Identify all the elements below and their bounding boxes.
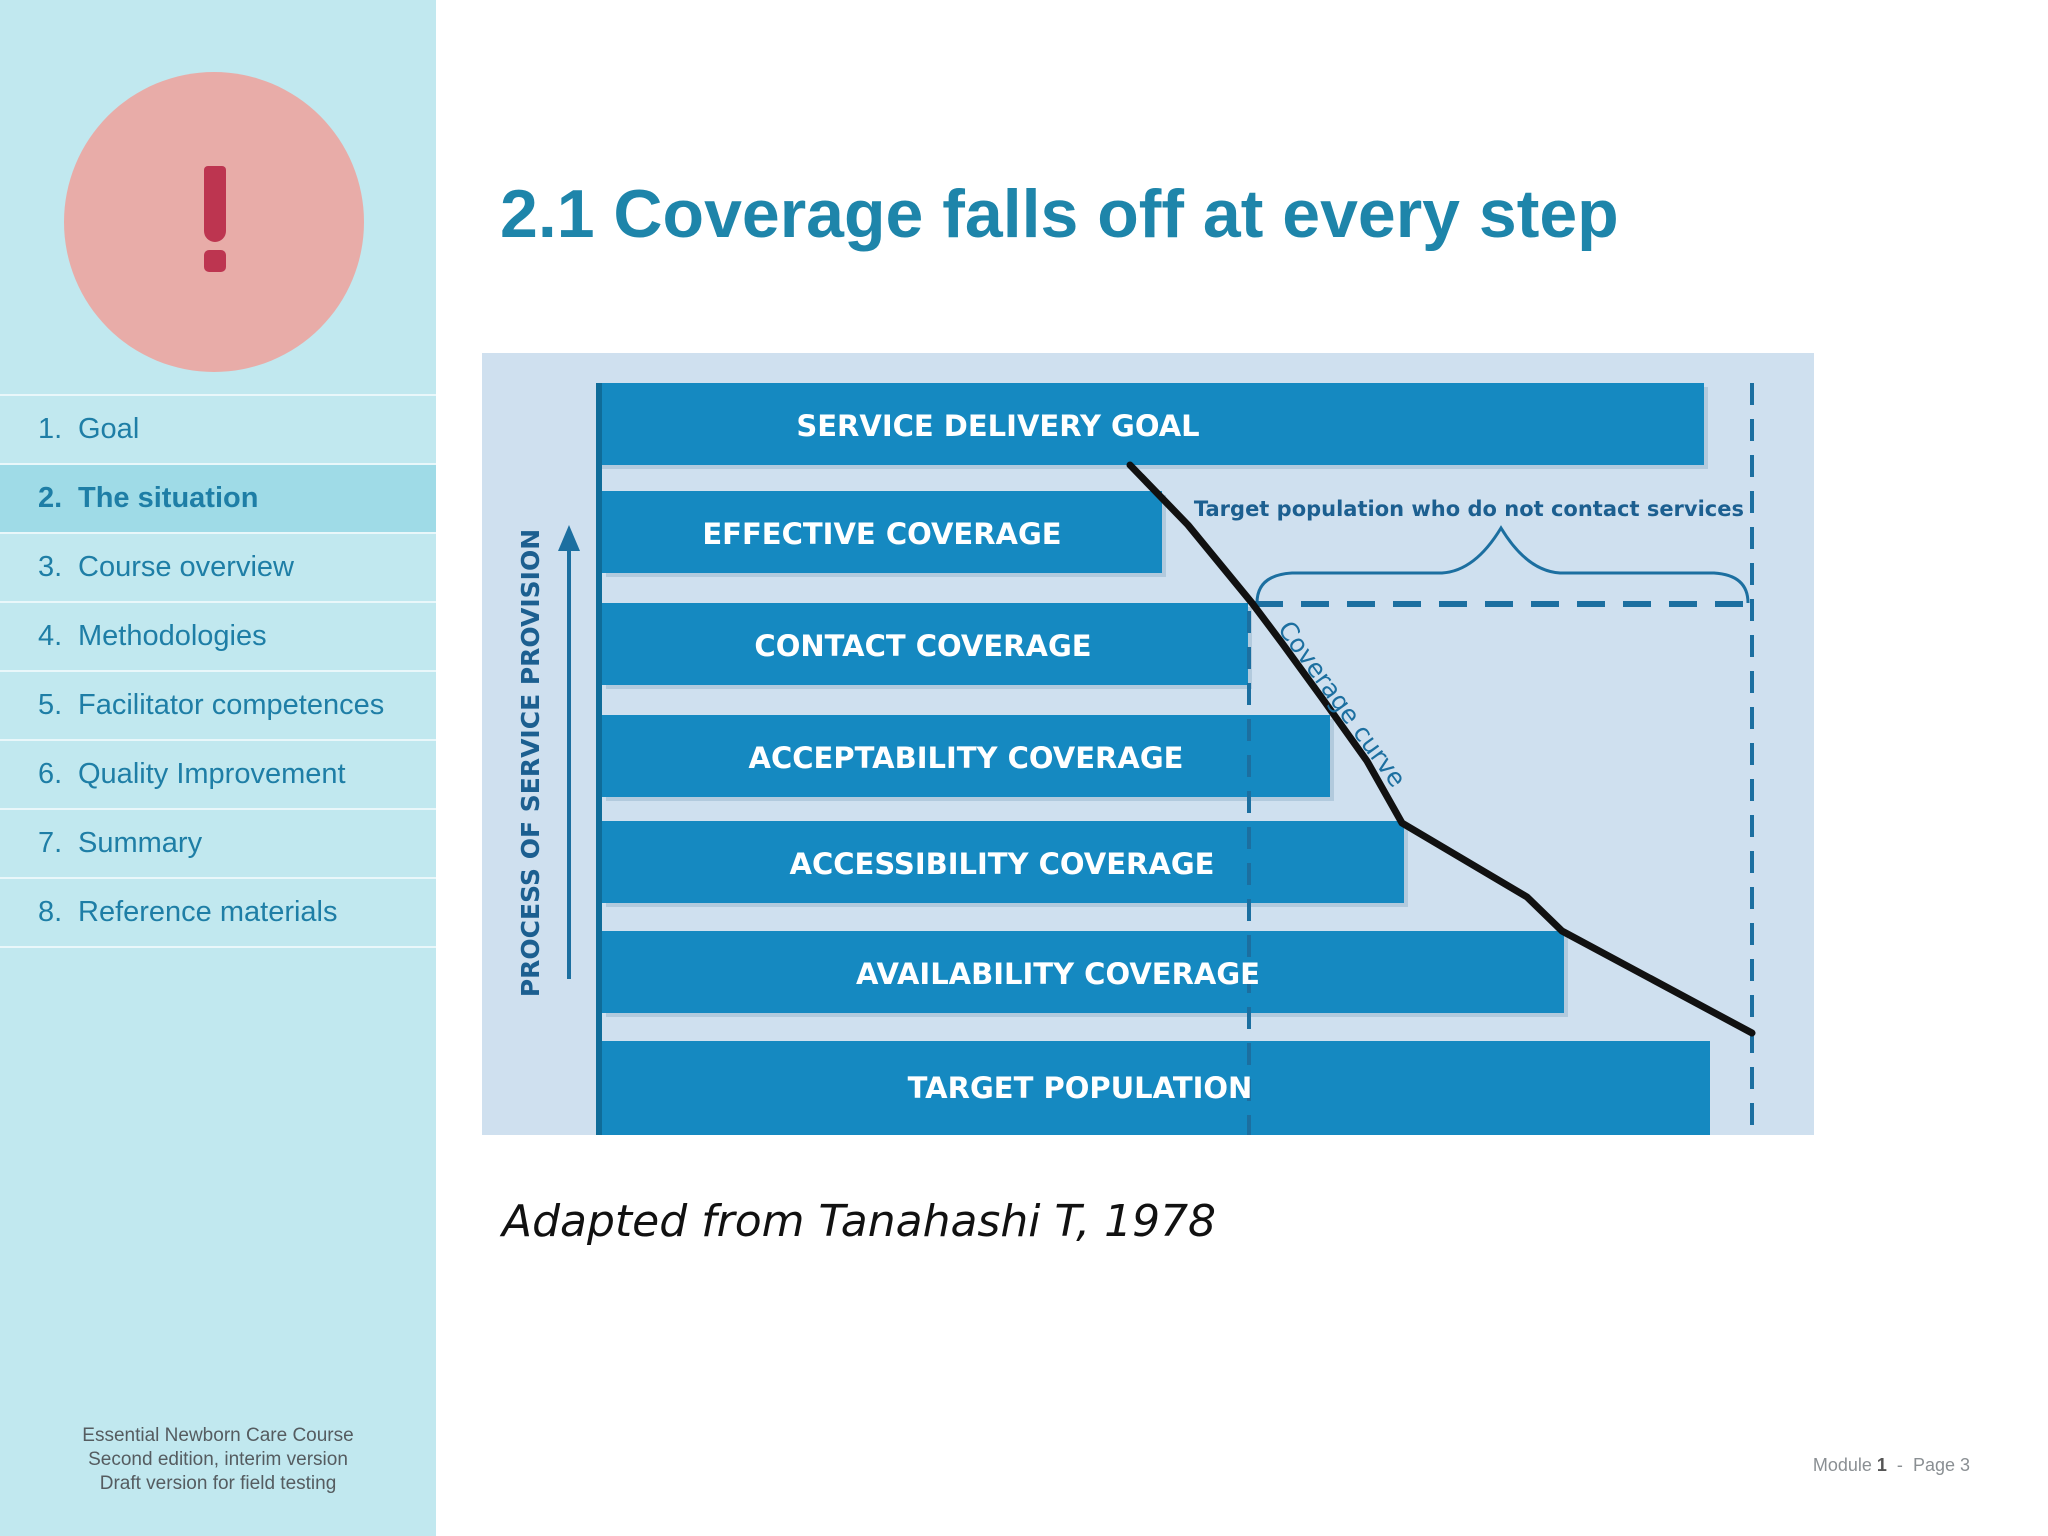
- nav-item-facilitator-competences[interactable]: 5. Facilitator competences: [0, 670, 436, 739]
- bar-target-population: [598, 1041, 1710, 1135]
- bar-service-delivery-goal: [598, 383, 1704, 465]
- axis-label: PROCESS OF SERVICE PROVISION: [516, 529, 545, 997]
- nav-item-number: 4.: [38, 620, 63, 652]
- module-nav: 1. Goal 2. The situation 3. Course overview…: [0, 394, 436, 948]
- nav-item-quality-improvement[interactable]: 6. Quality Improvement: [0, 739, 436, 808]
- page-label: Page 3: [1912, 1455, 1970, 1475]
- bar-label: ACCEPTABILITY COVERAGE: [749, 741, 1184, 775]
- bar-effective-coverage: [602, 491, 1162, 573]
- bar-label: CONTACT COVERAGE: [754, 629, 1091, 663]
- nav-item-summary[interactable]: 7. Summary: [0, 808, 436, 877]
- nav-item-label: Reference materials: [78, 896, 338, 928]
- bar-label: ACCESSIBILITY COVERAGE: [790, 847, 1215, 881]
- nav-item-course-overview[interactable]: 3. Course overview: [0, 532, 436, 601]
- nav-item-number: 1.: [38, 413, 63, 445]
- nav-item-number: 2.: [38, 482, 63, 514]
- course-footer: Essential Newborn Care Course Second edi…: [0, 1424, 436, 1496]
- up-arrow-icon: [558, 525, 580, 979]
- bar-availability-coverage: [602, 931, 1564, 1013]
- exclamation-icon: [64, 72, 364, 372]
- nav-item-the-situation[interactable]: 2. The situation: [0, 463, 436, 532]
- footer-line: Draft version for field testing: [99, 1473, 337, 1494]
- nav-item-label: Course overview: [78, 551, 294, 583]
- nav-item-label: Quality Improvement: [78, 758, 346, 790]
- bar-label: EFFECTIVE COVERAGE: [702, 517, 1061, 551]
- bracket-label: Target population who do not contact ser…: [1194, 497, 1744, 521]
- nav-item-methodologies[interactable]: 4. Methodologies: [0, 601, 436, 670]
- sidebar: 1. Goal 2. The situation 3. Course overview…: [0, 0, 436, 1536]
- page-number: Module 1 - Page 3: [1813, 1455, 1970, 1476]
- bar-label: AVAILABILITY COVERAGE: [856, 957, 1260, 991]
- bar-label: TARGET POPULATION: [908, 1071, 1253, 1105]
- nav-item-label: Methodologies: [78, 620, 267, 652]
- bar-contact-coverage: [602, 603, 1248, 685]
- nav-item-number: 6.: [38, 758, 63, 790]
- nav-item-label: Goal: [78, 413, 140, 445]
- coverage-curve: [1126, 461, 1756, 1037]
- nav-item-label: The situation: [78, 482, 259, 514]
- nav-item-reference-materials[interactable]: 8. Reference materials: [0, 877, 436, 948]
- nav-item-number: 7.: [38, 827, 63, 859]
- left-axis-line: [596, 383, 602, 1135]
- dashed-guides: [1247, 383, 1754, 1135]
- footer-line: Second edition, interim version: [88, 1449, 348, 1470]
- nav-item-label: Summary: [78, 827, 203, 859]
- nav-item-number: 3.: [38, 551, 63, 583]
- source-caption: Adapted from Tanahashi T, 1978: [502, 1196, 1217, 1247]
- nav-item-label: Facilitator competences: [78, 689, 385, 721]
- bracket-shape: [1255, 525, 1750, 604]
- footer-line: Essential Newborn Care Course: [82, 1425, 354, 1446]
- bar-acceptability-coverage: [602, 715, 1330, 797]
- nav-item-number: 5.: [38, 689, 63, 721]
- coverage-diagram: PROCESS OF SERVICE PROVISION Target popu…: [482, 353, 1814, 1135]
- module-number: 1: [1876, 1455, 1887, 1475]
- nav-item-goal[interactable]: 1. Goal: [0, 394, 436, 463]
- module-label: Module: [1812, 1455, 1872, 1475]
- bar-label: SERVICE DELIVERY GOAL: [796, 409, 1199, 443]
- page-separator: -: [1896, 1455, 1903, 1475]
- nav-item-number: 8.: [38, 896, 63, 928]
- coverage-bars: [598, 383, 1710, 1135]
- page-title: 2.1 Coverage falls off at every step: [500, 176, 1619, 252]
- bar-accessibility-coverage: [602, 821, 1404, 903]
